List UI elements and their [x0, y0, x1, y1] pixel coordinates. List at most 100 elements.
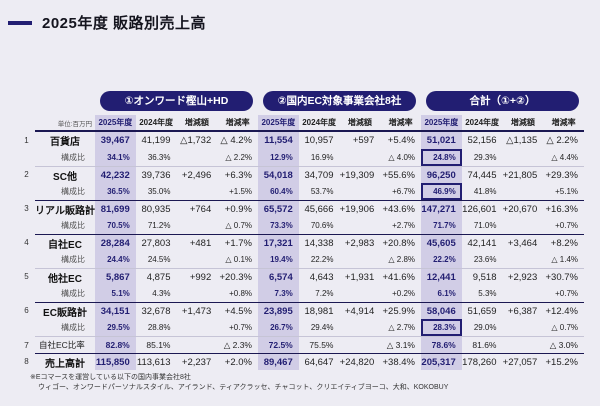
footnote-line1: ※Eコマースを運営している以下の国内事業会社8社 — [30, 374, 191, 381]
table-cell: +41.6% — [380, 268, 421, 285]
table-cell: 36.3% — [147, 153, 171, 162]
row-label: EC販路計 — [35, 302, 95, 319]
table-cell: 113,613 — [135, 353, 177, 370]
table-cell: +12.4% — [543, 302, 584, 319]
table-cell: 28,284 — [95, 234, 136, 251]
column-header: 2024年度 — [461, 115, 503, 132]
table-cell: 65,572 — [258, 200, 299, 217]
table-cell: +0.2% — [392, 289, 415, 298]
row-number — [18, 183, 35, 200]
table-cell: 28.3% — [421, 319, 462, 336]
table-cell — [177, 319, 218, 336]
table-cell: 22.2% — [310, 255, 334, 264]
table-cell: 75.5% — [298, 336, 340, 353]
table-cell — [340, 285, 381, 302]
table-cell: +20,670 — [502, 200, 544, 217]
table-cell: 70.5% — [95, 217, 136, 234]
table-cell: △1,732 — [180, 135, 212, 146]
table-cell: 12.9% — [258, 149, 299, 166]
table-row: 構成比 29.5% 28.8% +0.7% 26.7% 29.4% △ 2.7% 28.3% 2… — [18, 319, 584, 336]
table-cell: 23,895 — [258, 302, 299, 319]
table-cell: +597 — [352, 135, 375, 146]
table-cell: 16.9% — [310, 153, 334, 162]
table-cell: 10,957 — [304, 135, 334, 146]
table-cell: △ 3.0% — [543, 336, 584, 353]
row-number — [18, 149, 35, 166]
table-cell — [503, 217, 544, 234]
table-cell: △ 0.1% — [225, 255, 252, 264]
row-label: 自社EC比率 — [35, 336, 95, 353]
table-row: 構成比 5.1% 4.3% +0.8% 7.3% 7.2% +0.2% 6.1% 5.3% +0.… — [18, 285, 584, 302]
table-cell: 78.6% — [421, 336, 462, 353]
table-cell: +2,496 — [176, 166, 218, 183]
table-cell: 81,699 — [95, 200, 136, 217]
row-number: 6 — [24, 306, 29, 315]
row-number — [18, 217, 35, 234]
table-cell: 72.5% — [258, 336, 299, 353]
table-cell: +6.3% — [217, 166, 258, 183]
table-cell: +6.7% — [392, 187, 415, 196]
table-row: 構成比 34.1% 36.3% △ 2.2% 12.9% 16.9% △ 4.0% 24.8%… — [18, 149, 584, 166]
table-cell — [339, 336, 381, 353]
table-cell: +20.8% — [380, 234, 421, 251]
table-cell: 29.0% — [473, 323, 497, 332]
table-cell: 19.4% — [258, 251, 299, 268]
table-cell: 18,981 — [298, 302, 340, 319]
column-header: 増減額 — [176, 115, 218, 132]
table-cell — [340, 251, 381, 268]
table-cell — [503, 285, 544, 302]
row-number: 2 — [24, 170, 29, 179]
table-cell: 24.4% — [95, 251, 136, 268]
table-cell: 89,467 — [258, 353, 299, 370]
table-cell: △ 3.1% — [380, 336, 421, 353]
row-label: 構成比 — [61, 323, 85, 332]
table-cell: +2,923 — [502, 268, 544, 285]
table-cell: 5.3% — [478, 289, 497, 298]
table-cell: +1.5% — [229, 187, 252, 196]
table-cell: 28.8% — [147, 323, 171, 332]
table-cell: 14,338 — [298, 234, 340, 251]
table-cell: +15.2% — [543, 353, 584, 370]
sales-by-channel-table: ①オンワード樫山+HD ②国内EC対象事業会社8社 合計（①+②） 単位:百万円… — [18, 91, 584, 370]
table-cell: 74,445 — [461, 166, 503, 183]
row-label: 構成比 — [61, 187, 85, 196]
table-cell: △ 2.7% — [388, 323, 415, 332]
row-number: 5 — [24, 272, 29, 281]
table-cell: △ 2.3% — [217, 336, 258, 353]
row-label: 構成比 — [61, 289, 85, 298]
table-cell: △ 2.2% — [546, 135, 578, 146]
table-cell: 54,018 — [258, 166, 299, 183]
column-header: 増減額 — [502, 115, 544, 132]
table-cell: 42,141 — [461, 234, 503, 251]
table-cell: 29.5% — [95, 319, 136, 336]
table-cell: 27,803 — [135, 234, 177, 251]
table-cell: 7.3% — [258, 285, 299, 302]
table-cell: 39,736 — [135, 166, 177, 183]
table-cell: 34,709 — [298, 166, 340, 183]
table-row: 構成比 24.4% 24.5% △ 0.1% 19.4% 22.2% △ 2.8% 22.2%… — [18, 251, 584, 268]
table-cell — [340, 319, 381, 336]
table-cell: +43.6% — [380, 200, 421, 217]
table-cell: 34,151 — [95, 302, 136, 319]
table-cell — [340, 183, 381, 200]
table-cell: +1,931 — [339, 268, 381, 285]
table-cell: +25.9% — [380, 302, 421, 319]
table-cell: 71.0% — [473, 221, 497, 230]
row-number — [18, 319, 35, 336]
table-cell: 39,467 — [95, 132, 136, 149]
table-cell: 4.3% — [152, 289, 171, 298]
table-cell: +481 — [176, 234, 218, 251]
table-cell: +19,309 — [339, 166, 381, 183]
table-cell: 58,046 — [421, 302, 462, 319]
table-cell: 29.4% — [310, 323, 334, 332]
table-cell: △1,135 — [506, 135, 538, 146]
row-label: リアル販路計 — [35, 200, 95, 217]
table-cell: 60.4% — [258, 183, 299, 200]
table-cell: 9,518 — [461, 268, 503, 285]
table-row: 7 自社EC比率 82.8% 85.1% △ 2.3% 72.5% 75.5% △ 3.1% 7… — [18, 336, 584, 353]
table-cell — [177, 285, 218, 302]
column-header: 増減率 — [543, 115, 584, 132]
table-cell: +3,464 — [502, 234, 544, 251]
table-cell: +19,906 — [339, 200, 381, 217]
